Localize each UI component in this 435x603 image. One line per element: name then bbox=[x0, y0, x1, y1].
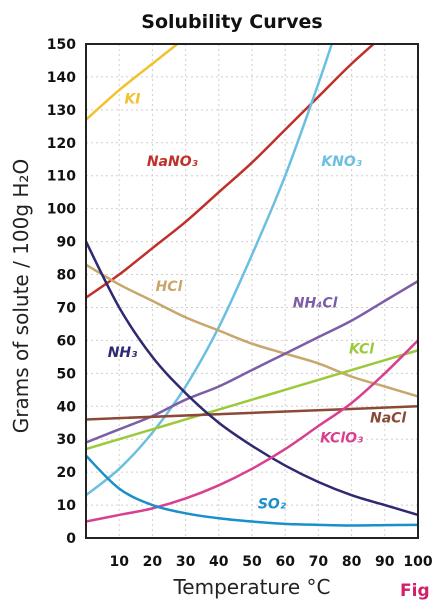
y-tick-label: 60 bbox=[57, 333, 77, 349]
x-tick-label: 80 bbox=[342, 554, 362, 570]
series-line bbox=[86, 44, 180, 121]
x-tick-label: 50 bbox=[242, 554, 262, 570]
x-axis-label: Temperature °C bbox=[172, 575, 330, 599]
series-label: HCl bbox=[156, 279, 183, 295]
x-tick-label: 90 bbox=[375, 554, 395, 570]
y-tick-label: 90 bbox=[57, 235, 77, 251]
series-line bbox=[86, 405, 418, 421]
x-tick-label: 10 bbox=[109, 554, 129, 570]
x-tick-label: 70 bbox=[309, 554, 329, 570]
x-axis-ticks: 10 20 30 40 50 60 70 80 90 100 bbox=[109, 554, 432, 570]
y-axis-label: Grams of solute / 100g H₂O bbox=[9, 159, 33, 433]
fig-label: Fig bbox=[400, 581, 430, 601]
series-line bbox=[86, 44, 376, 299]
series-line bbox=[86, 454, 418, 527]
series-label: NaCl bbox=[370, 411, 406, 427]
x-tick-label: 20 bbox=[143, 554, 163, 570]
series-line bbox=[86, 279, 418, 444]
series-line bbox=[86, 349, 418, 451]
series-line bbox=[86, 240, 418, 517]
series-lines bbox=[86, 44, 418, 527]
series-line bbox=[86, 339, 418, 523]
y-tick-label: 110 bbox=[47, 169, 76, 185]
y-tick-label: 30 bbox=[57, 432, 77, 448]
y-tick-label: 150 bbox=[47, 37, 76, 53]
x-tick-label: 60 bbox=[275, 554, 295, 570]
series-label: KI bbox=[124, 91, 140, 107]
y-tick-label: 0 bbox=[66, 531, 76, 547]
y-axis-ticks: 0 10 20 30 40 50 60 70 80 90 100 110 120 130 140 150 bbox=[47, 37, 76, 547]
y-tick-label: 140 bbox=[47, 70, 76, 86]
y-tick-label: 50 bbox=[57, 366, 77, 382]
x-tick-label: 40 bbox=[209, 554, 229, 570]
y-tick-label: 20 bbox=[57, 465, 77, 481]
series-label: SO₂ bbox=[258, 496, 287, 512]
series-label: NH₄Cl bbox=[293, 295, 338, 311]
series-label: KNO₃ bbox=[321, 154, 362, 170]
y-tick-label: 130 bbox=[47, 103, 76, 119]
y-tick-label: 70 bbox=[57, 300, 77, 316]
y-tick-label: 120 bbox=[47, 136, 76, 152]
x-tick-label: 100 bbox=[403, 554, 432, 570]
y-tick-label: 100 bbox=[47, 202, 76, 218]
series-label: KClO₃ bbox=[320, 430, 363, 446]
series-labels: KI NaNO₃ KNO₃ HCl NH₄Cl KCl NaCl NH₃ KClO₃ SO₂ bbox=[108, 91, 407, 512]
series-label: KCl bbox=[349, 342, 374, 358]
series-line bbox=[86, 44, 334, 497]
grid bbox=[86, 44, 418, 538]
x-tick-label: 30 bbox=[176, 554, 196, 570]
plot-frame bbox=[85, 43, 419, 539]
series-label: NaNO₃ bbox=[147, 154, 198, 170]
y-tick-label: 80 bbox=[57, 268, 77, 284]
y-tick-label: 40 bbox=[57, 399, 77, 415]
y-tick-label: 10 bbox=[57, 498, 77, 514]
series-label: NH₃ bbox=[108, 345, 138, 361]
chart-title: Solubility Curves bbox=[141, 11, 322, 33]
series-line bbox=[86, 263, 418, 398]
